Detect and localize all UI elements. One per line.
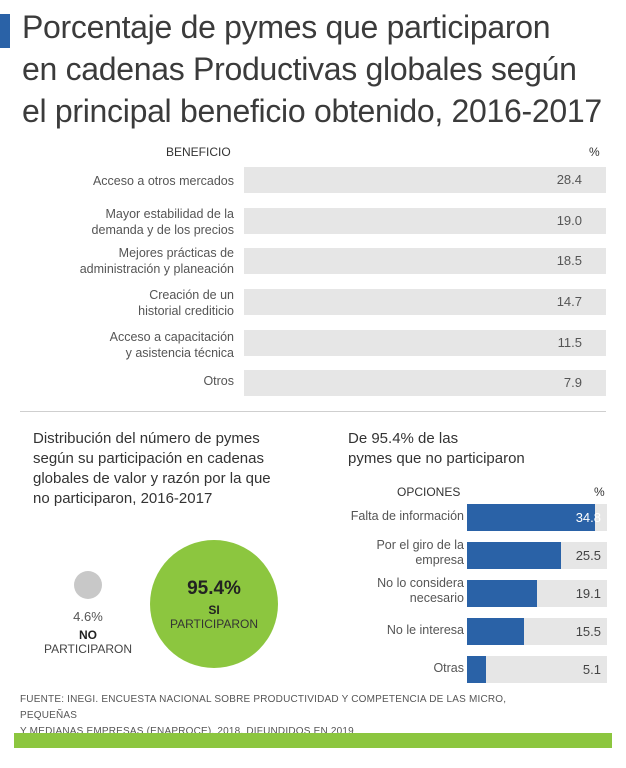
- benefit-bar: 14.7: [244, 289, 606, 315]
- benefit-value: 19.0: [556, 213, 582, 228]
- option-label-line: empresa: [415, 553, 464, 567]
- option-value: 34.8: [575, 510, 601, 525]
- option-row-label: Falta de información: [351, 509, 464, 524]
- benefit-unit-header: %: [589, 145, 600, 159]
- reasons-title-line: De 95.4% de las: [348, 430, 459, 447]
- benefit-label-line: Mejores prácticas de: [118, 246, 234, 260]
- benefit-label-line: Otros: [203, 374, 234, 388]
- benefit-value: 11.5: [557, 335, 582, 350]
- option-bar-track: 15.5: [467, 618, 607, 645]
- option-bar: [467, 618, 524, 645]
- source-note: FUENTE: INEGI. ENCUESTA NACIONAL SOBRE P…: [20, 692, 520, 740]
- reasons-title-line: pymes que no participaron: [348, 450, 525, 467]
- option-bar: [467, 504, 595, 531]
- benefit-row-label: Acceso a capacitación y asistencia técni…: [110, 329, 234, 361]
- benefit-bar: 18.5: [244, 248, 606, 274]
- benefit-bar: 28.4: [244, 167, 606, 193]
- option-bar-track: 5.1: [467, 656, 607, 683]
- option-row-label: Por el giro de la empresa: [376, 538, 464, 568]
- si-participation-label: 95.4% SI PARTICIPARON: [150, 578, 278, 631]
- option-bar: [467, 542, 561, 569]
- benefit-row-label: Creación de un historial crediticio: [138, 287, 234, 319]
- option-value: 5.1: [582, 662, 601, 677]
- benefit-bar: 7.9: [244, 370, 606, 396]
- benefit-row-label: Mejores prácticas de administración y pl…: [80, 245, 234, 277]
- no-participation-label: 4.6% NO PARTICIPARON: [38, 609, 138, 656]
- benefit-header: BENEFICIO: [166, 145, 231, 159]
- benefit-label-line: Creación de un: [149, 288, 234, 302]
- option-label-line: necesario: [409, 591, 464, 605]
- benefit-value: 28.4: [556, 172, 582, 187]
- benefit-label-line: Mayor estabilidad de la: [105, 207, 234, 221]
- source-line: FUENTE: INEGI. ENCUESTA NACIONAL SOBRE P…: [20, 694, 507, 721]
- no-label: NO: [79, 628, 97, 642]
- distribution-title-line: Distribución del número de pymes: [33, 430, 260, 447]
- benefit-row-label: Otros: [203, 373, 234, 389]
- option-bar-track: 34.8: [467, 504, 607, 531]
- title-line-1: Porcentaje de pymes que participaron: [22, 9, 551, 45]
- option-row-label: Otras: [433, 661, 464, 676]
- option-bar: [467, 580, 537, 607]
- benefit-bar: 11.5: [244, 330, 606, 356]
- option-row-label: No lo considera necesario: [377, 576, 464, 606]
- options-header: OPCIONES: [397, 485, 461, 499]
- benefit-bar: 19.0: [244, 208, 606, 234]
- option-label-line: No lo considera: [377, 576, 464, 590]
- no-participation-circle: [74, 571, 102, 599]
- title-accent-bar: [0, 14, 10, 48]
- benefit-label-line: demanda y de los precios: [91, 223, 234, 237]
- benefit-value: 7.9: [563, 375, 582, 390]
- benefit-value: 14.7: [556, 294, 582, 309]
- benefit-label-line: administración y planeación: [79, 262, 234, 276]
- benefit-row-label: Acceso a otros mercados: [93, 173, 234, 189]
- benefit-label-line: Acceso a otros mercados: [92, 174, 234, 188]
- si-participation-circle: [150, 540, 278, 668]
- title-line-3: el principal beneficio obtenido, 2016-20…: [22, 93, 602, 129]
- benefit-label-line: Acceso a capacitación: [109, 330, 234, 344]
- bottom-accent-bar: [14, 733, 612, 748]
- option-bar-track: 19.1: [467, 580, 607, 607]
- reasons-title: De 95.4% de las pymes que no participaro…: [348, 429, 525, 469]
- option-bar-track: 25.5: [467, 542, 607, 569]
- title-line-2: en cadenas Productivas globales según: [22, 51, 577, 87]
- benefit-value: 18.5: [556, 253, 582, 268]
- option-label-line: Por el giro de la: [376, 538, 464, 552]
- si-sub: PARTICIPARON: [169, 617, 258, 631]
- option-value: 25.5: [575, 548, 601, 563]
- section-divider: [20, 411, 606, 412]
- distribution-title-line: globales de valor y razón por la que: [33, 470, 271, 487]
- option-label-line: No le interesa: [386, 623, 464, 637]
- option-label-line: Falta de información: [350, 509, 464, 523]
- no-sub: PARTICIPARON: [43, 642, 132, 656]
- option-value: 15.5: [575, 624, 601, 639]
- benefit-label-line: historial crediticio: [138, 304, 234, 318]
- option-label-line: Otras: [433, 661, 464, 675]
- si-pct: 95.4%: [187, 578, 241, 599]
- benefit-row-label: Mayor estabilidad de la demanda y de los…: [92, 206, 234, 238]
- page-title: Porcentaje de pymes que participaron en …: [22, 6, 622, 132]
- distribution-title-line: según su participación en cadenas: [33, 450, 264, 467]
- source-line: Y MEDIANAS EMPRESAS (ENAPROCE), 2018, DI…: [20, 726, 354, 737]
- si-label: SI: [208, 603, 220, 617]
- distribution-title: Distribución del número de pymes según s…: [33, 429, 271, 509]
- distribution-title-line: no participaron, 2016-2017: [33, 490, 213, 507]
- options-unit-header: %: [594, 485, 605, 499]
- benefit-label-line: y asistencia técnica: [125, 346, 234, 360]
- option-bar: [467, 656, 486, 683]
- no-pct: 4.6%: [73, 609, 103, 624]
- option-value: 19.1: [575, 586, 601, 601]
- option-row-label: No le interesa: [387, 623, 464, 638]
